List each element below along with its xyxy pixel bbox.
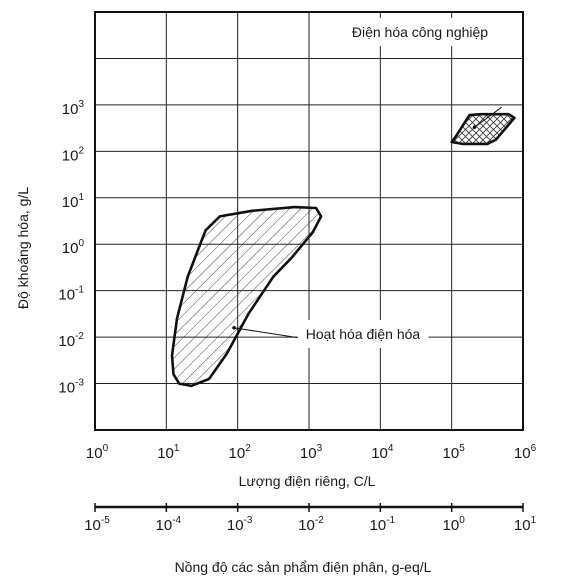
region-leader-dot (472, 125, 477, 129)
gridlines (95, 12, 523, 430)
plot-frame (94, 11, 524, 431)
tick-label: 10-2 (298, 515, 324, 534)
x-axis-title: Lượng điện riêng, C/L (239, 473, 376, 489)
tick-label: 103 (300, 443, 323, 462)
tick-label: 10-5 (84, 515, 110, 534)
region-2 (170, 205, 323, 388)
region-leader-line (474, 106, 502, 128)
tick-label: 104 (371, 443, 394, 462)
tick-label: 10-3 (58, 378, 84, 397)
region-label-1: Điện hóa công nghiệp (343, 18, 497, 46)
tick-label: 103 (62, 99, 85, 118)
tick-label: 10-2 (58, 331, 84, 350)
region-label-bg (297, 320, 429, 348)
tick-label: 105 (443, 443, 466, 462)
secondary-x-axis-title: Nồng độ các sản phẩm điện phân, g-eq/L (175, 559, 432, 575)
regions: Điện hóa công nghiệp Hoạt hóa điện hóa (170, 18, 516, 388)
tick-label: 10-1 (370, 515, 396, 534)
tick-label: 10-3 (227, 515, 253, 534)
tick-label: 101 (62, 192, 85, 211)
secondary-x-tick-labels: 10-5 10-4 10-3 10-2 10-1 100 101 (84, 503, 537, 534)
tick-label: 10-1 (58, 285, 84, 304)
region-leader-dot (232, 326, 236, 330)
region-label-text: Điện hóa công nghiệp (352, 24, 488, 40)
region-1 (450, 112, 516, 146)
region-label-2: Hoạt hóa điện hóa (297, 320, 429, 348)
y-axis-title: Độ khoáng hóa, g/L (15, 187, 31, 309)
region-label-text: Hoạt hóa điện hóa (306, 326, 421, 342)
tick-label: 106 (514, 443, 537, 462)
tick-label: 100 (443, 515, 466, 534)
y-tick-labels: 10-3 10-2 10-1 100 101 102 103 (58, 99, 84, 397)
tick-label: 100 (62, 238, 85, 257)
tick-label: 10-4 (156, 515, 182, 534)
tick-label: 100 (86, 443, 109, 462)
tick-label: 101 (514, 515, 537, 534)
region-label-bg (343, 18, 497, 46)
tick-label: 102 (229, 443, 252, 462)
x-tick-labels: 100 101 102 103 104 105 106 (86, 443, 537, 462)
tick-label: 101 (157, 443, 180, 462)
tick-label: 102 (62, 145, 85, 164)
